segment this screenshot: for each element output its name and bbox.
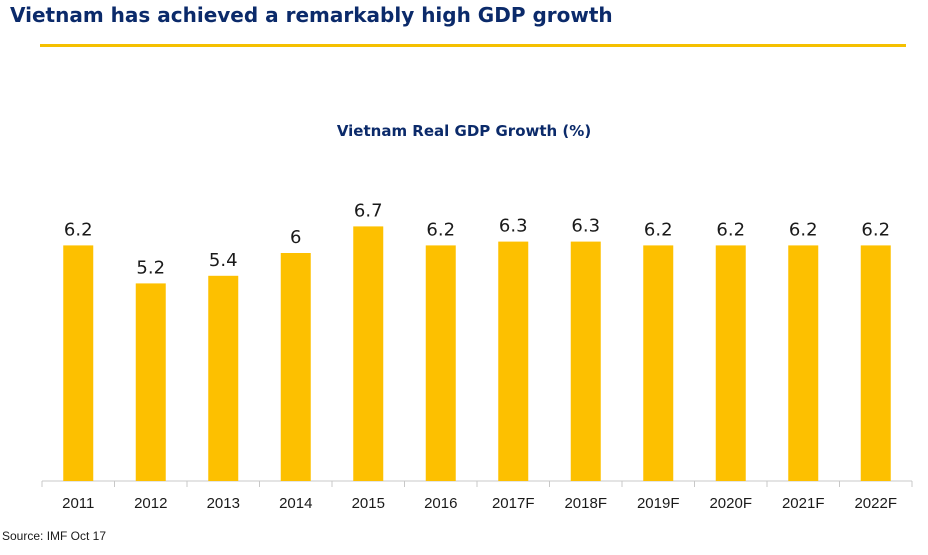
bar-2021F (788, 245, 819, 481)
data-label-2022F: 6.2 (861, 219, 890, 240)
bar-2013 (208, 275, 239, 481)
data-label-2017F: 6.3 (499, 216, 528, 237)
tick-label-2016: 2016 (424, 495, 457, 512)
page-title: Vietnam has achieved a remarkably high G… (10, 3, 613, 27)
tick-label-2015: 2015 (352, 495, 385, 512)
tick-label-2014: 2014 (279, 495, 312, 512)
bar-2014 (280, 253, 311, 481)
tick-label-2013: 2013 (207, 495, 240, 512)
data-label-2015: 6.7 (354, 200, 383, 221)
tick-label-2021F: 2021F (782, 495, 825, 512)
data-label-2011: 6.2 (64, 219, 93, 240)
bar-2017F (498, 241, 529, 481)
bar-2012 (135, 283, 166, 481)
data-label-2020F: 6.2 (716, 219, 745, 240)
tick-label-2019F: 2019F (637, 495, 680, 512)
source-note: Source: IMF Oct 17 (2, 529, 107, 543)
data-label-2012: 5.2 (136, 257, 165, 278)
bar-2018F (570, 241, 601, 481)
data-label-2021F: 6.2 (789, 219, 818, 240)
bar-2022F (860, 245, 891, 481)
data-label-2019F: 6.2 (644, 219, 673, 240)
bar-2019F (643, 245, 674, 481)
bar-2015 (353, 226, 384, 481)
bar-2016 (425, 245, 456, 481)
data-label-2016: 6.2 (426, 219, 455, 240)
bar-2020F (715, 245, 746, 481)
tick-label-2020F: 2020F (709, 495, 752, 512)
title-underline (40, 44, 906, 47)
chart-title: Vietnam Real GDP Growth (%) (336, 122, 592, 140)
tick-label-2011: 2011 (62, 495, 94, 512)
tick-label-2018F: 2018F (564, 495, 607, 512)
data-label-2018F: 6.3 (571, 216, 600, 237)
tick-label-2012: 2012 (134, 495, 167, 512)
data-label-2013: 5.4 (209, 250, 238, 271)
bar-2011 (63, 245, 94, 481)
data-label-2014: 6 (290, 227, 301, 248)
tick-label-2022F: 2022F (854, 495, 897, 512)
tick-label-2017F: 2017F (492, 495, 535, 512)
